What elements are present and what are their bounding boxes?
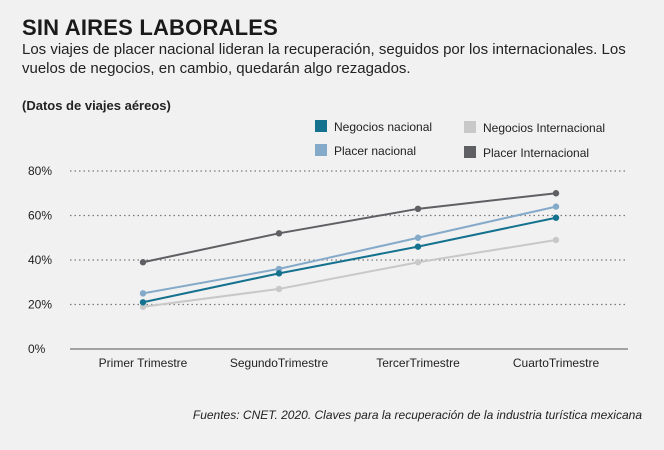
series-line	[142, 192, 557, 264]
y-tick-label: 0%	[28, 342, 46, 356]
legend-swatch	[464, 121, 476, 133]
y-tick-label: 20%	[28, 298, 52, 312]
chart-title: SIN AIRES LABORALES	[22, 15, 279, 40]
data-point	[275, 270, 283, 277]
unit-note: (Datos de viajes aéreos)	[22, 98, 171, 113]
data-point	[552, 190, 560, 197]
series-line	[142, 238, 557, 308]
x-tick-label: SegundoTrimestre	[230, 356, 329, 370]
legend-swatch	[464, 146, 476, 158]
y-tick-label: 40%	[28, 253, 52, 267]
legend-label: Negocios Internacional	[483, 121, 605, 135]
series-line	[142, 205, 557, 295]
x-tick-label: TercerTrimestre	[376, 356, 460, 370]
data-point	[552, 214, 560, 221]
legend-label: Negocios nacional	[334, 120, 432, 134]
y-tick-label: 60%	[28, 209, 52, 223]
data-point	[275, 230, 283, 237]
data-point	[139, 290, 147, 297]
data-point	[414, 205, 422, 213]
data-point	[414, 234, 422, 241]
chart-subtitle: Los viajes de placer nacional lideran la…	[22, 41, 626, 77]
x-tick-label: Primer Trimestre	[99, 356, 188, 370]
legend-swatch	[315, 120, 327, 132]
legend-swatch	[315, 144, 327, 156]
data-point	[275, 285, 283, 293]
series-line	[142, 216, 557, 304]
data-point	[139, 303, 147, 310]
data-point	[139, 299, 147, 306]
x-tick-label: CuartoTrimestre	[513, 356, 600, 370]
legend-label: Placer Internacional	[483, 146, 589, 160]
data-point	[414, 243, 422, 250]
data-point	[139, 259, 147, 266]
legend-label: Placer nacional	[334, 144, 416, 158]
data-point	[552, 203, 560, 210]
data-point	[552, 236, 560, 244]
source-note: Fuentes: CNET. 2020. Claves para la recu…	[192, 408, 642, 422]
data-point	[275, 265, 283, 273]
data-point	[414, 259, 422, 266]
y-tick-label: 80%	[28, 164, 52, 178]
